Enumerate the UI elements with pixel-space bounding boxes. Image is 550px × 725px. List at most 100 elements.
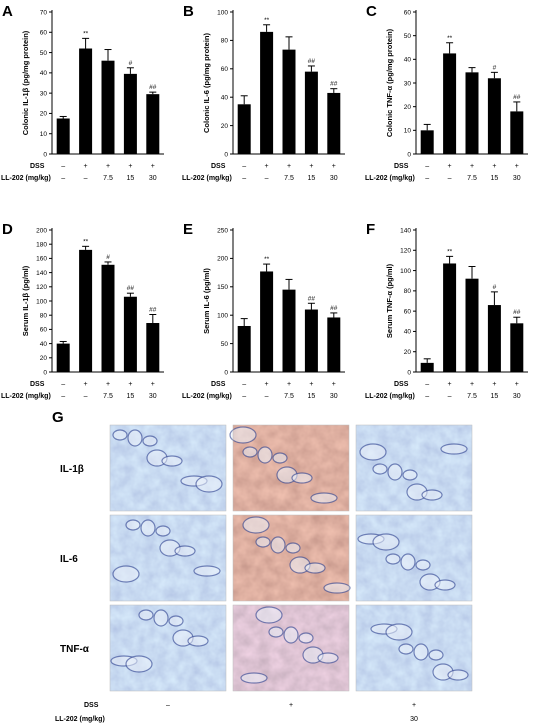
micrograph-frame — [232, 604, 350, 692]
crypt-outline — [195, 475, 223, 493]
y-tick-label: 20 — [404, 349, 412, 356]
dss-condition: + — [470, 381, 474, 388]
dss-condition: + — [151, 163, 155, 170]
y-axis-title: Colonic IL-1β (pg/mg protein) — [21, 30, 30, 135]
bar — [304, 309, 318, 372]
chart-panel-C: C 0 10 20 30 40 50 60 Colonic TNF-α (pg/mg prote… — [365, 3, 528, 182]
dss-condition: + — [332, 381, 336, 388]
crypt-outline — [413, 643, 429, 661]
crypt-outline — [398, 643, 414, 655]
chart-panel-E: E 0 50 100 150 200 250 Serum IL-6 (pg/ml) – – ** + –… — [182, 221, 345, 400]
crypt-outline — [434, 579, 456, 591]
y-tick-label: 200 — [36, 227, 47, 234]
crypt-outline — [283, 626, 299, 644]
bar — [101, 264, 115, 372]
y-tick-label: 100 — [217, 313, 228, 320]
crypt-outline — [400, 553, 416, 571]
bar — [443, 53, 457, 154]
crypt-outline — [385, 553, 401, 565]
significance-label: ## — [149, 84, 157, 91]
dose-row-label: LL-202 (mg/kg) — [55, 716, 105, 723]
dose-condition: – — [425, 393, 429, 400]
crypt-outline — [125, 519, 141, 531]
dss-condition: + — [289, 702, 293, 709]
significance-label: # — [106, 254, 110, 261]
dss-row-label: DSS — [211, 381, 226, 388]
crypt-outline — [140, 519, 156, 537]
y-tick-label: 150 — [217, 284, 228, 291]
y-tick-label: 20 — [40, 355, 48, 362]
bar — [487, 305, 501, 372]
micrograph — [355, 604, 473, 692]
crypt-outline — [257, 446, 273, 464]
micrograph — [232, 604, 350, 692]
dose-condition: – — [84, 175, 88, 182]
dose-condition: – — [61, 393, 65, 400]
dose-condition: – — [265, 175, 269, 182]
bar — [465, 72, 479, 154]
dose-condition: 7.5 — [467, 393, 477, 400]
micrograph — [355, 424, 473, 512]
dose-condition: 30 — [513, 393, 521, 400]
dose-condition: 30 — [149, 393, 157, 400]
bar — [420, 362, 434, 372]
dose-condition: 7.5 — [103, 393, 113, 400]
y-tick-label: 200 — [217, 256, 228, 263]
micrograph-frame — [232, 514, 350, 602]
crypt-outline — [298, 632, 314, 644]
crypt-outline — [174, 545, 196, 557]
significance-label: ## — [513, 94, 521, 101]
dose-row-label: LL-202 (mg/kg) — [182, 393, 232, 400]
bar — [282, 49, 296, 154]
bar — [260, 31, 274, 155]
dss-condition: + — [287, 381, 291, 388]
dss-condition: + — [128, 381, 132, 388]
dss-condition: + — [84, 163, 88, 170]
y-tick-label: 60 — [404, 9, 412, 16]
y-tick-label: 0 — [407, 369, 411, 376]
y-tick-label: 40 — [404, 329, 412, 336]
crypt-outline — [270, 536, 286, 554]
micrograph-frame — [109, 424, 227, 512]
dss-condition: + — [448, 381, 452, 388]
dose-condition: 15 — [491, 393, 499, 400]
bar — [510, 111, 524, 154]
bar — [304, 71, 318, 154]
dss-condition: + — [265, 163, 269, 170]
panel-letter: D — [2, 221, 13, 238]
micrograph — [355, 514, 473, 602]
bar — [237, 104, 251, 154]
dss-condition: – — [242, 163, 246, 170]
micrograph — [229, 424, 350, 512]
dss-condition: + — [412, 702, 416, 709]
dss-condition: + — [309, 163, 313, 170]
chart-panel-D: D 0 20 40 60 80 100 120 140 160 180 200 Serum IL-1β … — [1, 221, 164, 400]
y-tick-label: 180 — [36, 242, 47, 249]
dose-row-label: LL-202 (mg/kg) — [1, 393, 51, 400]
crypt-outline — [440, 443, 468, 455]
panel-letter: F — [366, 221, 375, 238]
bar — [79, 48, 93, 155]
dss-condition: + — [492, 163, 496, 170]
micrograph — [232, 514, 351, 602]
chart-panel-A: A 0 10 20 30 40 50 60 70 Colonic IL-1β (pg/mg pro… — [1, 3, 164, 182]
y-tick-label: 120 — [36, 284, 47, 291]
micrograph-frame — [355, 424, 473, 512]
dss-condition: + — [287, 163, 291, 170]
dss-condition: + — [128, 163, 132, 170]
y-tick-label: 70 — [40, 9, 48, 16]
dose-row-label: LL-202 (mg/kg) — [182, 175, 232, 182]
crypt-outline — [421, 489, 443, 501]
dss-condition: – — [166, 702, 170, 709]
micrograph-frame — [355, 514, 473, 602]
dss-condition: + — [448, 163, 452, 170]
bar — [487, 78, 501, 154]
y-tick-label: 0 — [224, 369, 228, 376]
significance-label: ## — [149, 306, 157, 313]
bar — [146, 94, 160, 154]
bar — [282, 289, 296, 372]
crypt-outline — [387, 463, 403, 481]
histology-layer: G IL-1β IL-6 TNF-α DSS LL-202 (mg/kg) – + +30 — [52, 409, 473, 723]
dose-condition: – — [242, 393, 246, 400]
y-tick-label: 60 — [40, 30, 48, 37]
